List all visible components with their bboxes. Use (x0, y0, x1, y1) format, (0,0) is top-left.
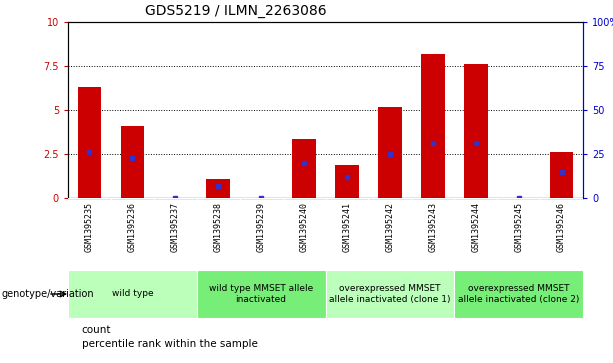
Bar (454, 270, 583, 318)
Bar (68, 270, 197, 318)
Text: GSM1395238: GSM1395238 (214, 201, 223, 252)
Bar (292, 139, 316, 198)
Bar (121, 126, 144, 198)
Text: GSM1395241: GSM1395241 (343, 201, 351, 252)
Bar (550, 152, 573, 198)
Text: GSM1395235: GSM1395235 (85, 201, 94, 252)
Text: count: count (82, 325, 111, 335)
Text: GSM1395246: GSM1395246 (557, 201, 566, 252)
Text: GSM1395237: GSM1395237 (171, 201, 180, 252)
Text: GSM1395245: GSM1395245 (514, 201, 523, 252)
Text: GSM1395239: GSM1395239 (257, 201, 265, 252)
Bar (421, 54, 444, 198)
Bar (78, 87, 101, 198)
Bar (335, 164, 359, 198)
Text: GSM1395244: GSM1395244 (471, 201, 480, 252)
Text: overexpressed MMSET
allele inactivated (clone 2): overexpressed MMSET allele inactivated (… (458, 284, 579, 304)
Text: GSM1395240: GSM1395240 (300, 201, 308, 252)
Text: wild type MMSET allele
inactivated: wild type MMSET allele inactivated (209, 284, 313, 304)
Text: genotype/variation: genotype/variation (1, 289, 94, 299)
Text: GSM1395242: GSM1395242 (386, 201, 394, 252)
Text: wild type: wild type (112, 290, 153, 298)
Text: percentile rank within the sample: percentile rank within the sample (82, 339, 257, 349)
Bar (207, 179, 230, 198)
Bar (464, 64, 487, 198)
Text: GSM1395236: GSM1395236 (128, 201, 137, 252)
Bar (326, 270, 454, 318)
Bar (197, 270, 326, 318)
Text: overexpressed MMSET
allele inactivated (clone 1): overexpressed MMSET allele inactivated (… (329, 284, 451, 304)
Text: GDS5219 / ILMN_2263086: GDS5219 / ILMN_2263086 (145, 4, 327, 18)
Text: GSM1395243: GSM1395243 (428, 201, 437, 252)
Bar (378, 107, 402, 198)
